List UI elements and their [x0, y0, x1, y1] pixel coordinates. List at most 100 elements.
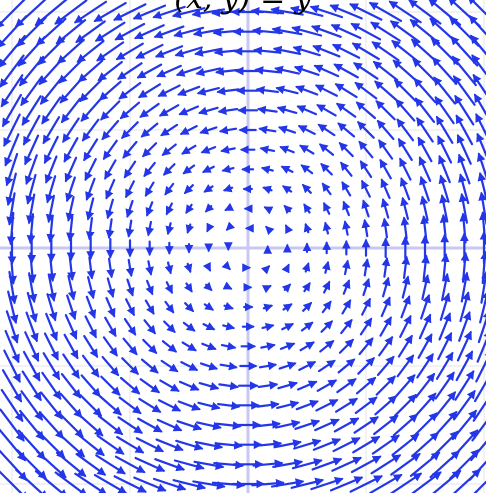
- field-arrow: [276, 105, 298, 114]
- field-arrow: [225, 221, 236, 231]
- field-arrow: [413, 77, 437, 104]
- field-arrow: [300, 321, 314, 332]
- field-arrow: [192, 480, 226, 490]
- field-arrow: [185, 203, 195, 214]
- field-arrow: [222, 321, 236, 331]
- field-arrow: [370, 454, 402, 475]
- field-arrow: [40, 76, 63, 105]
- field-arrow: [258, 125, 277, 135]
- field-arrow: [44, 155, 58, 184]
- field-arrow: [320, 320, 334, 333]
- field-arrow: [419, 195, 429, 222]
- field-arrow: [4, 152, 19, 187]
- field-arrow: [19, 409, 45, 441]
- field-arrow: [296, 105, 318, 116]
- field-arrow: [161, 340, 178, 353]
- field-arrow: [476, 329, 486, 363]
- field-arrow: [391, 40, 420, 63]
- field-arrow: [394, 393, 417, 417]
- field-arrow: [351, 42, 380, 61]
- field-arrow: [301, 183, 312, 194]
- field-arrow: [473, 480, 486, 493]
- field-arrow: [80, 99, 101, 122]
- field-arrow: [145, 260, 154, 276]
- field-arrow: [101, 355, 120, 377]
- field-arrow: [202, 261, 212, 272]
- field-arrow: [255, 85, 279, 95]
- field-arrow: [43, 332, 59, 361]
- field-arrow: [455, 350, 474, 382]
- field-arrow: [314, 84, 338, 97]
- field-arrow: [85, 177, 96, 201]
- field-arrow: [138, 397, 162, 413]
- field-arrow: [152, 5, 186, 20]
- field-arrow: [389, 20, 421, 43]
- field-arrow: [380, 296, 391, 318]
- field-arrow: [399, 177, 411, 201]
- field-arrow: [458, 310, 472, 342]
- field-arrow: [105, 296, 116, 318]
- field-arrow: [281, 263, 290, 274]
- field-arrow: [96, 41, 125, 62]
- field-arrow: [198, 382, 220, 391]
- field-arrow: [317, 123, 336, 137]
- field-arrow: [460, 271, 470, 303]
- field-arrow: [369, 473, 403, 493]
- field-arrow: [133, 476, 167, 492]
- field-arrow: [253, 439, 283, 449]
- field-arrow: [106, 257, 115, 279]
- field-arrow: [42, 116, 61, 145]
- field-arrow: [439, 213, 449, 243]
- field-arrow: [154, 458, 186, 472]
- field-arrow: [142, 338, 158, 354]
- field-arrow: [117, 416, 143, 434]
- field-arrow: [317, 359, 336, 373]
- field-arrow: [438, 174, 450, 203]
- field-arrow: [179, 125, 198, 135]
- field-arrow: [358, 140, 374, 159]
- field-arrow: [329, 4, 363, 20]
- field-arrow: [83, 335, 99, 359]
- field-arrow: [316, 104, 337, 117]
- field-arrow: [368, 1, 403, 23]
- field-arrow: [453, 75, 476, 106]
- field-arrow: [361, 297, 371, 316]
- field-arrow: [457, 153, 471, 185]
- field-arrow: [123, 160, 137, 179]
- field-arrow: [119, 376, 141, 395]
- field-arrow: [156, 418, 183, 432]
- field-arrow: [220, 145, 236, 154]
- field-arrow: [340, 318, 353, 335]
- field-arrow: [478, 211, 486, 245]
- field-arrow: [218, 381, 240, 391]
- field-arrow: [75, 20, 106, 43]
- field-arrow: [59, 78, 83, 104]
- field-arrow: [396, 118, 415, 142]
- field-arrow: [134, 456, 166, 472]
- field-arrow: [277, 125, 297, 134]
- field-arrow: [196, 87, 220, 96]
- field-arrow: [1, 93, 23, 128]
- field-arrow: [125, 180, 135, 199]
- field-arrow: [421, 274, 431, 300]
- field-arrow: [380, 198, 390, 219]
- field-arrow: [437, 331, 453, 361]
- field-arrow: [261, 284, 272, 294]
- field-arrow: [197, 401, 221, 411]
- field-arrow: [164, 261, 174, 275]
- field-arrow: [260, 265, 271, 275]
- field-arrow: [119, 101, 141, 120]
- field-arrow: [203, 183, 214, 193]
- field-arrow: [263, 206, 274, 215]
- field-arrow: [85, 197, 95, 221]
- field-arrow: [4, 329, 20, 364]
- field-arrow: [472, 73, 486, 96]
- field-arrow: [409, 451, 441, 477]
- field-arrow: [142, 142, 158, 158]
- field-arrow: [20, 75, 43, 107]
- field-arrow: [182, 321, 196, 332]
- field-arrow: [76, 433, 105, 456]
- field-arrow: [201, 342, 217, 351]
- field-arrow: [134, 24, 165, 40]
- field-arrow: [97, 414, 124, 436]
